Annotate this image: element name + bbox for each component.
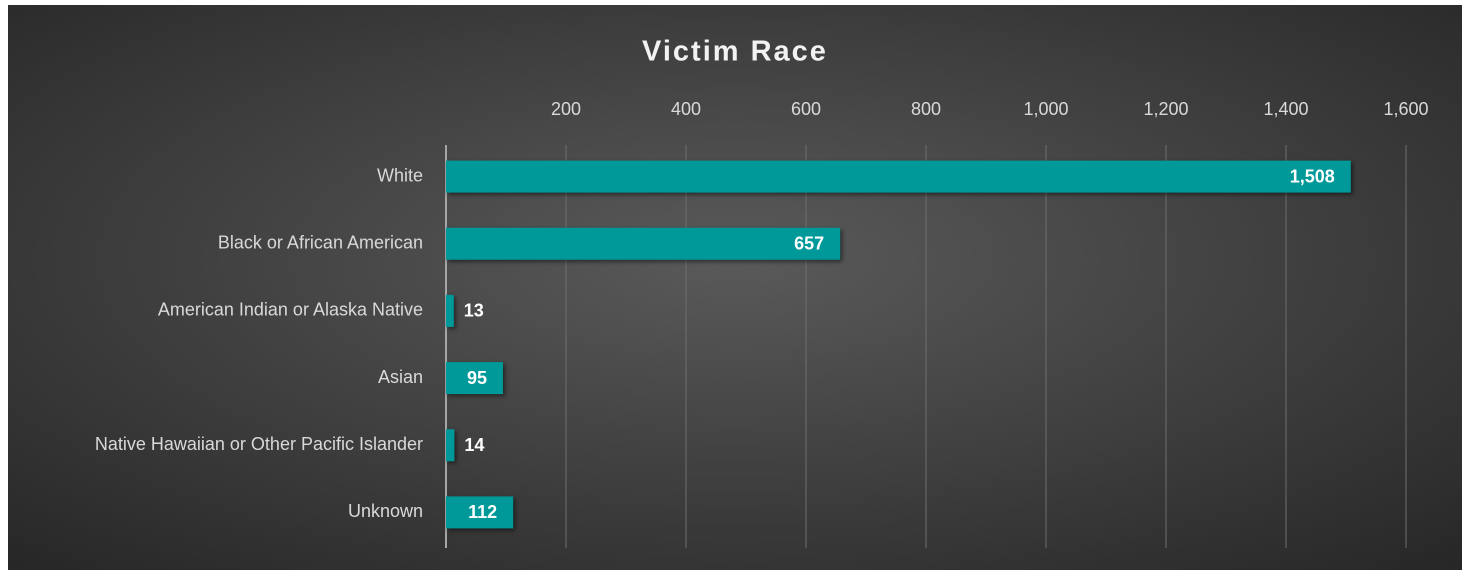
data-label: 1,508 — [1290, 166, 1335, 186]
data-label: 95 — [467, 368, 487, 388]
y-tick-label: Asian — [378, 367, 423, 387]
data-label: 14 — [464, 435, 484, 455]
x-tick-label: 1,600 — [1383, 99, 1428, 119]
x-tick-label: 200 — [551, 99, 581, 119]
x-tick-label: 400 — [671, 99, 701, 119]
x-tick-label: 1,200 — [1143, 99, 1188, 119]
chart-background — [8, 5, 1462, 570]
bar — [446, 429, 455, 462]
bar — [446, 496, 514, 529]
data-label: 657 — [794, 234, 824, 254]
bar — [446, 227, 841, 260]
bar — [446, 160, 1351, 193]
y-tick-label: Native Hawaiian or Other Pacific Islande… — [95, 434, 423, 454]
bar — [446, 362, 503, 395]
x-tick-label: 1,000 — [1023, 99, 1068, 119]
y-tick-label: White — [377, 165, 423, 185]
data-label: 13 — [464, 301, 484, 321]
x-tick-label: 800 — [911, 99, 941, 119]
x-tick-label: 600 — [791, 99, 821, 119]
x-tick-label: 1,400 — [1263, 99, 1308, 119]
y-tick-label: American Indian or Alaska Native — [158, 300, 423, 320]
data-label: 112 — [468, 502, 497, 522]
y-tick-label: Unknown — [348, 501, 423, 521]
chart-title: Victim Race — [642, 36, 828, 68]
bar — [446, 294, 454, 327]
y-tick-label: Black or African American — [218, 233, 423, 253]
